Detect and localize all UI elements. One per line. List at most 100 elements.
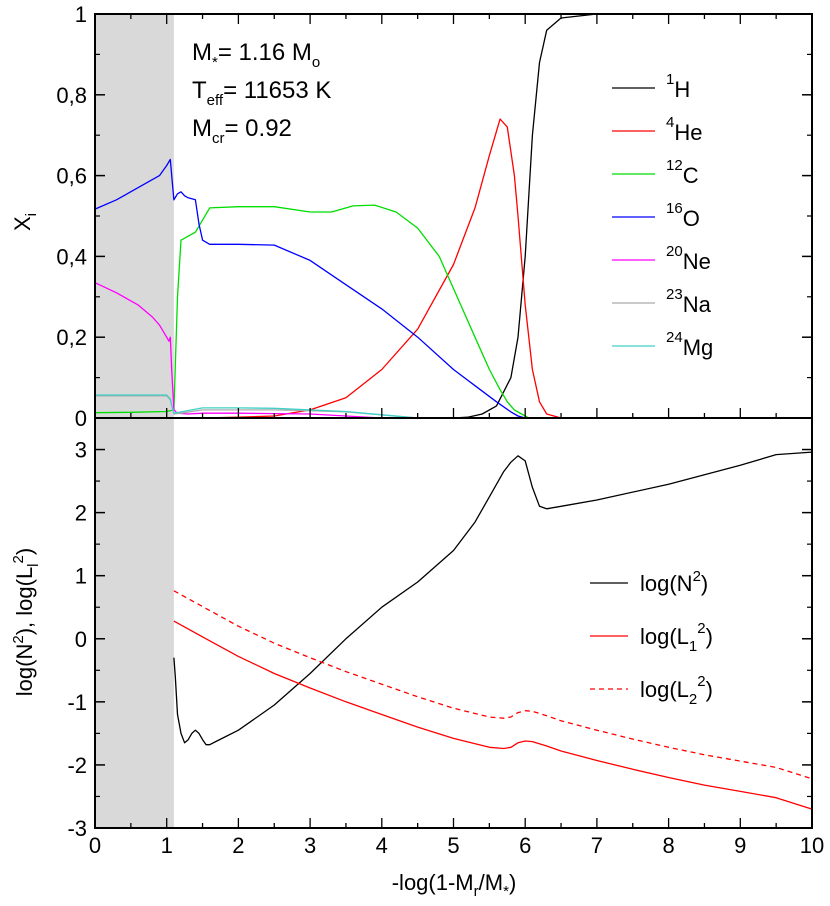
bottom-shaded-region (95, 418, 174, 828)
star-parameter-line: Teff= 11653 K (192, 77, 331, 109)
legend-label-sub: 1 (689, 638, 697, 655)
legend-mass-number: 24 (666, 329, 683, 346)
legend-element: Mg (683, 335, 714, 360)
legend-label-end: ) (706, 677, 713, 702)
bottom-xtick-label: 2 (232, 833, 244, 858)
legend-entry: log(L22) (640, 673, 713, 708)
top-ytick-label: 1 (75, 2, 87, 27)
xlabel-sub-r: r (474, 883, 479, 900)
legend-entry: 24Mg (666, 329, 713, 360)
legend-entry: log(N2) (640, 568, 708, 596)
legend-mass-number: 12 (666, 157, 683, 174)
bottom-xtick-label: 10 (800, 833, 824, 858)
legend-element: H (674, 77, 690, 102)
xlabel-end: ) (509, 870, 516, 895)
legend-mass-number: 16 (666, 200, 683, 217)
bottom-ytick-label: 0 (75, 627, 87, 652)
legend-mass-number: 1 (666, 71, 674, 88)
param-value-subscript: o (312, 54, 320, 71)
bottom-ytick-label: -1 (67, 690, 87, 715)
param-subscript: eff (207, 92, 224, 109)
legend-entry: 16O (666, 200, 700, 231)
param-subscript: * (212, 54, 218, 71)
legend-mass-number: 23 (666, 286, 683, 303)
top-ytick-label: 0,6 (56, 164, 87, 189)
bottom-xtick-label: 4 (376, 833, 388, 858)
series-line-16o (94, 158, 812, 419)
param-value: = 1.16 M (218, 39, 312, 66)
legend-entry: 4He (666, 114, 702, 145)
top-ytick-label: 0 (75, 406, 87, 431)
series-line-20ne (94, 282, 812, 419)
legend-label-sup: 2 (697, 620, 705, 637)
bottom-plot-frame (94, 417, 813, 829)
legend-element: C (683, 163, 699, 188)
ylabel-end: ) (12, 548, 37, 555)
bottom-y-axis-title: log(N2), log(Ll2) (10, 548, 42, 696)
bottom-xtick-label: 8 (662, 833, 674, 858)
bottom-xtick-label: 3 (304, 833, 316, 858)
legend-label-sup: 2 (693, 568, 701, 585)
legend-entry: 20Ne (666, 243, 711, 274)
series-line-4he (95, 118, 812, 419)
bottom-ytick-label: 3 (75, 438, 87, 463)
legend-label-sub: 2 (689, 691, 697, 708)
top-ytick-label: 0,2 (56, 325, 87, 350)
legend-mass-number: 20 (666, 243, 683, 260)
series-line-12c (94, 204, 812, 419)
bottom-ytick-label: 1 (75, 564, 87, 589)
top-ylabel-sub: i (23, 213, 40, 216)
bottom-xtick-label: 0 (89, 833, 101, 858)
legend-element: He (674, 120, 702, 145)
legend-element: Ne (683, 249, 711, 274)
bottom-xtick-label: 6 (519, 833, 531, 858)
param-subscript: cr (212, 130, 225, 147)
bottom-xtick-label: 9 (734, 833, 746, 858)
top-ylabel-main: X (10, 216, 35, 231)
legend-element: Na (683, 292, 712, 317)
ylabel-mid: ), log(L (12, 567, 37, 635)
series-line-logl22 (173, 590, 813, 780)
legend-entry: 1H (666, 71, 690, 102)
param-value: = 0.92 (225, 115, 292, 142)
x-axis-title: -log(1-Mr/M*) (392, 870, 517, 900)
legend-element: O (683, 206, 700, 231)
bottom-ytick-label: -2 (67, 753, 87, 778)
param-symbol: M (192, 39, 212, 66)
series-line-1h (95, 13, 812, 419)
param-symbol: T (192, 77, 207, 104)
series-line-24mg (95, 394, 812, 419)
bottom-xtick-label: 5 (447, 833, 459, 858)
xlabel-main: -log(1-M (392, 870, 474, 895)
legend-label-main: log(N (640, 571, 693, 596)
bottom-xtick-label: 7 (591, 833, 603, 858)
legend-label-main: log(L (640, 624, 689, 649)
legend-entry: log(L12) (640, 620, 713, 655)
bottom-legend: log(N2)log(L12)log(L22) (590, 568, 713, 708)
bottom-ytick-label: -3 (67, 816, 87, 841)
top-ytick-label: 0,4 (56, 244, 87, 269)
bottom-ytick-label: 2 (75, 501, 87, 526)
ylabel-sup-2: 2 (10, 555, 27, 563)
legend-mass-number: 4 (666, 114, 674, 131)
top-shaded-region (95, 14, 174, 418)
param-symbol: M (192, 115, 212, 142)
legend-label-end: ) (706, 624, 713, 649)
param-value: = 11653 K (223, 77, 331, 104)
legend-label-sup: 2 (697, 673, 705, 690)
top-ytick-label: 0,8 (56, 83, 87, 108)
top-series-group (94, 13, 812, 419)
bottom-xtick-label: 1 (161, 833, 173, 858)
top-y-axis-title: Xi (10, 213, 40, 231)
star-parameter-line: M*= 1.16 Mo (192, 39, 320, 71)
legend-label-main: log(L (640, 677, 689, 702)
legend-label-end: ) (701, 571, 708, 596)
xlabel-mid: /M (479, 870, 503, 895)
ylabel-sub-l: l (25, 563, 42, 566)
ylabel-sup-1: 2 (10, 635, 27, 643)
